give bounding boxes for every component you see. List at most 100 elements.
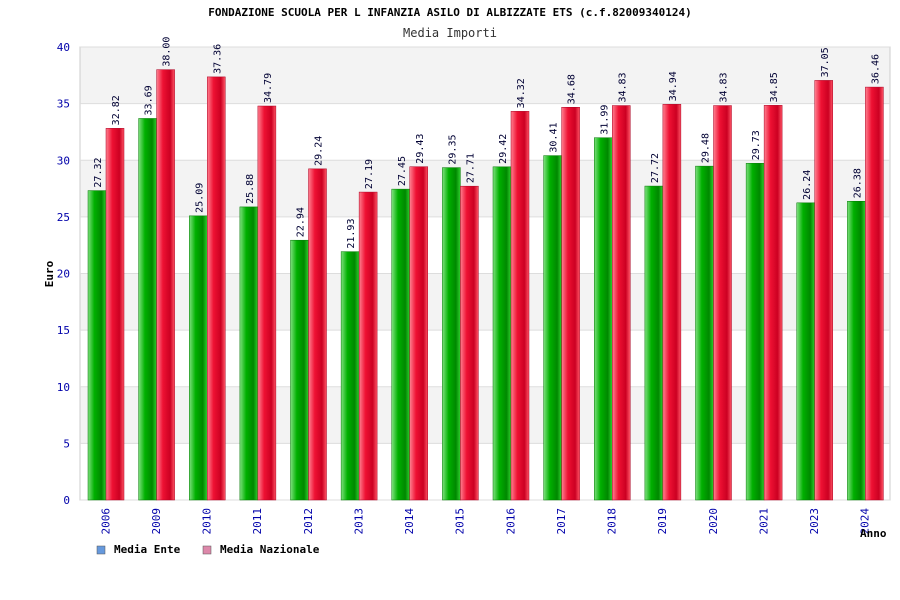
data-label: 22.94 [296, 207, 307, 237]
data-label: 27.32 [93, 157, 104, 187]
data-label: 26.38 [852, 168, 863, 198]
x-tick-label: 2006 [99, 508, 112, 535]
bar-media-nazionale [814, 80, 833, 501]
x-tick-label: 2024 [859, 508, 872, 535]
x-tick-label: 2012 [302, 508, 315, 535]
data-label: 29.48 [701, 133, 712, 163]
data-label: 34.85 [769, 72, 780, 102]
bar-media-ente [290, 239, 309, 501]
data-label: 29.24 [314, 136, 325, 166]
bar-media-ente [796, 202, 815, 501]
bar-media-nazionale [713, 105, 732, 501]
data-label: 31.99 [599, 105, 610, 135]
y-axis-label: Euro [43, 260, 56, 287]
x-tick-label: 2011 [251, 508, 264, 535]
bar-media-nazionale [763, 105, 783, 501]
legend-swatch-media-ente [96, 545, 106, 555]
bar-media-nazionale [662, 104, 682, 501]
data-label: 37.05 [820, 47, 831, 77]
data-label: 36.46 [870, 54, 881, 84]
x-tick-label: 2017 [555, 508, 568, 535]
bar-media-nazionale [257, 105, 277, 501]
chart-subtitle: Media Importi [403, 26, 497, 40]
bar-media-nazionale [510, 111, 530, 501]
y-tick-label: 20 [57, 268, 70, 281]
y-tick-label: 35 [57, 98, 70, 111]
bar-media-ente [745, 163, 765, 501]
legend-label-media-nazionale: Media Nazionale [220, 543, 320, 556]
bar-media-nazionale [612, 105, 631, 501]
bar-media-ente [87, 190, 107, 501]
data-label: 25.88 [245, 174, 256, 204]
x-tick-label: 2018 [606, 508, 619, 535]
data-label: 29.35 [447, 135, 458, 165]
bar-media-nazionale [156, 69, 175, 501]
data-label: 34.83 [617, 72, 628, 102]
bar-media-ente [391, 188, 410, 501]
legend-swatch-media-nazionale [202, 545, 212, 555]
bar-media-nazionale [308, 168, 327, 501]
data-label: 21.93 [346, 219, 357, 249]
bar-media-ente [543, 155, 562, 501]
y-tick-label: 25 [57, 211, 70, 224]
legend: Media Ente Media Nazionale [96, 543, 320, 556]
bar-media-ente [442, 167, 461, 501]
bar-media-nazionale [358, 191, 378, 501]
bar-media-ente [492, 166, 512, 501]
data-label: 29.73 [751, 130, 762, 160]
bar-media-nazionale [207, 76, 226, 501]
x-tick-label: 2019 [656, 508, 669, 535]
y-tick-label: 0 [63, 494, 70, 507]
x-tick-label: 2010 [201, 508, 214, 535]
x-tick-label: 2015 [454, 508, 467, 535]
bar-media-nazionale [865, 86, 884, 501]
data-label: 32.82 [111, 95, 122, 125]
legend-label-media-ente: Media Ente [114, 543, 181, 556]
x-tick-label: 2021 [757, 508, 770, 535]
data-label: 34.32 [516, 78, 527, 108]
y-tick-label: 30 [57, 154, 70, 167]
data-label: 30.41 [549, 122, 560, 152]
bar-media-nazionale [105, 128, 125, 501]
bar-media-ente [644, 185, 664, 501]
data-label: 38.00 [162, 37, 173, 67]
bar-media-nazionale [561, 106, 580, 501]
y-tick-label: 5 [63, 437, 70, 450]
data-label: 34.79 [263, 73, 274, 103]
data-label: 29.43 [415, 134, 426, 164]
x-tick-label: 2009 [150, 508, 163, 535]
data-label: 34.94 [668, 71, 679, 101]
bar-media-ente [138, 118, 157, 501]
data-label: 33.69 [144, 85, 155, 115]
bar-media-ente [239, 206, 259, 501]
y-tick-label: 40 [57, 41, 70, 54]
bar-media-nazionale [460, 185, 479, 501]
data-label: 34.68 [567, 74, 578, 104]
bar-media-ente [594, 137, 613, 501]
bar-media-nazionale [409, 166, 428, 501]
x-tick-label: 2023 [808, 508, 821, 535]
data-label: 26.24 [802, 170, 813, 200]
data-label: 34.83 [719, 72, 730, 102]
data-label: 27.45 [397, 156, 408, 186]
x-tick-label: 2013 [352, 508, 365, 535]
x-tick-label: 2016 [504, 508, 517, 535]
bar-media-ente [847, 200, 866, 501]
x-axis-label: Anno [860, 527, 887, 540]
y-tick-label: 10 [57, 381, 70, 394]
plot-area: 0 5 10 15 20 25 30 35 40 27.32 32.82 2006 33.69 38.00… [57, 37, 891, 535]
data-label: 27.19 [364, 159, 375, 189]
chart-title: FONDAZIONE SCUOLA PER L INFANZIA ASILO D… [208, 6, 691, 19]
x-tick-label: 2014 [403, 508, 416, 535]
x-tick-label: 2020 [707, 508, 720, 535]
data-label: 27.72 [650, 153, 661, 183]
y-tick-label: 15 [57, 324, 70, 337]
data-label: 27.71 [465, 153, 476, 183]
data-label: 25.09 [194, 183, 205, 213]
data-label: 37.36 [212, 44, 223, 74]
bar-media-ente [695, 165, 714, 501]
bar-media-ente [189, 215, 208, 501]
bar-media-ente [340, 251, 360, 501]
